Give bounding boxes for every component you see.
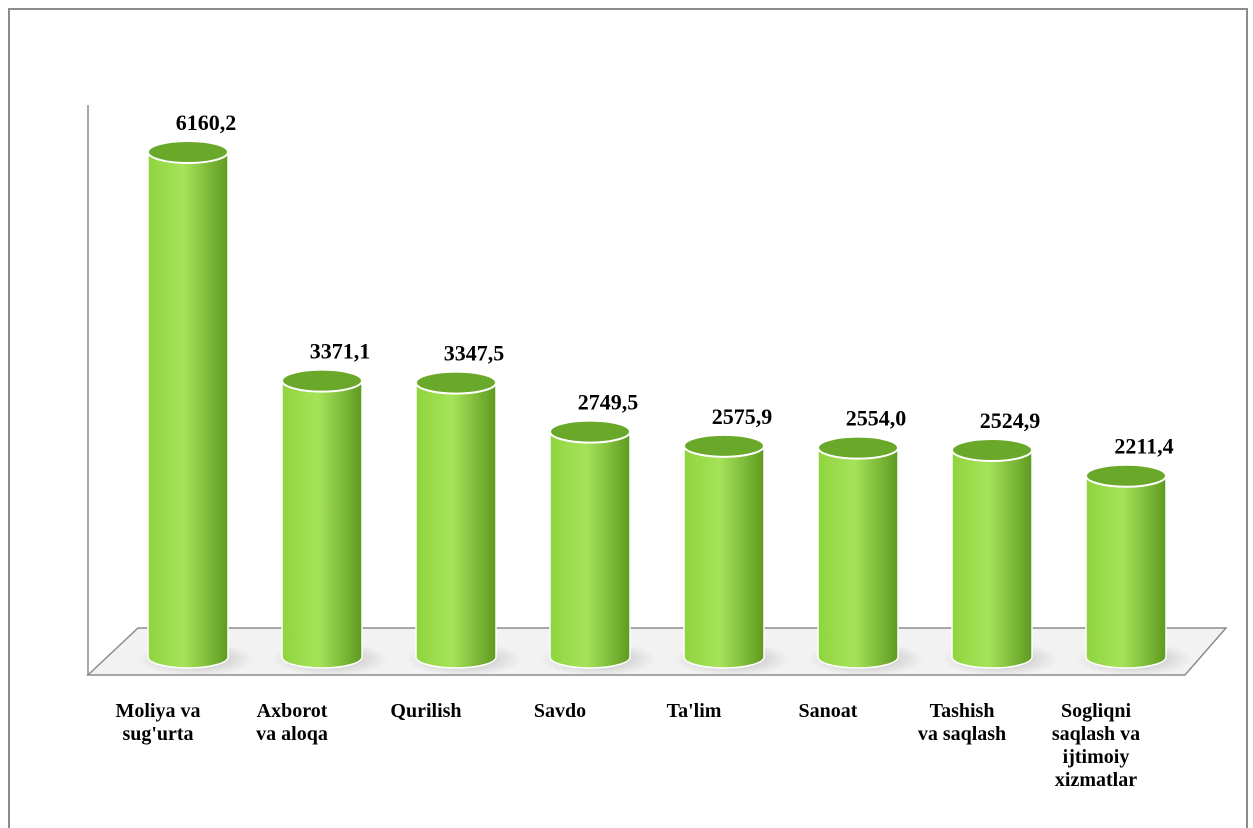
value-labels: 6160,2 3371,1 3347,5 2749,5 2575,9 2554,0 2524…	[176, 110, 1174, 459]
bar	[674, 433, 790, 676]
x-tick-label: Savdo	[534, 700, 586, 722]
data-label: 2575,9	[712, 404, 773, 429]
data-label: 6160,2	[176, 110, 237, 135]
bar-body	[1085, 474, 1167, 669]
x-tick-label: Moliya va sug'urta	[116, 700, 201, 745]
bar	[138, 140, 254, 676]
bar-top	[281, 368, 363, 393]
x-tick-label: Tashish va saqlash	[918, 700, 1006, 745]
data-label: 3371,1	[310, 339, 371, 364]
bar-body	[281, 379, 363, 669]
chart-axes	[86, 105, 1228, 676]
x-tick-label: Sanoat	[799, 700, 858, 722]
data-label: 2524,9	[980, 408, 1041, 433]
bar	[272, 368, 388, 676]
bar-top	[549, 419, 631, 444]
bar	[406, 370, 522, 676]
bar	[808, 435, 924, 676]
bar-body	[147, 151, 229, 669]
data-label: 2211,4	[1114, 434, 1173, 459]
x-tick-label: Axborot va aloqa	[256, 700, 328, 745]
bar-body	[549, 430, 631, 669]
bar	[540, 419, 656, 676]
bar-top	[415, 370, 497, 395]
chart-frame	[8, 8, 1248, 828]
bar-top	[147, 140, 229, 164]
bar-body	[951, 449, 1033, 669]
bar-body	[817, 446, 899, 669]
x-tick-label: Ta'lim	[667, 700, 722, 722]
data-label: 3347,5	[444, 341, 505, 366]
bar	[942, 438, 1058, 676]
bar-top	[951, 438, 1033, 463]
bar-top	[683, 433, 765, 458]
x-tick-label: Sogliqni saqlash va ijtimoiy xizmatlar	[1052, 700, 1140, 791]
bar-top	[817, 435, 899, 460]
bar-top	[1085, 463, 1167, 488]
bar	[1076, 463, 1192, 676]
chart-bars	[138, 140, 1192, 676]
bar-body	[415, 381, 497, 669]
data-label: 2749,5	[578, 390, 639, 415]
data-label: 2554,0	[846, 406, 907, 431]
floor-plane	[86, 627, 1228, 676]
x-tick-label: Qurilish	[390, 700, 461, 722]
bar-body	[683, 445, 765, 669]
category-labels: Moliya va sug'urta Axborot va aloqa Qurilish…	[116, 700, 1141, 791]
